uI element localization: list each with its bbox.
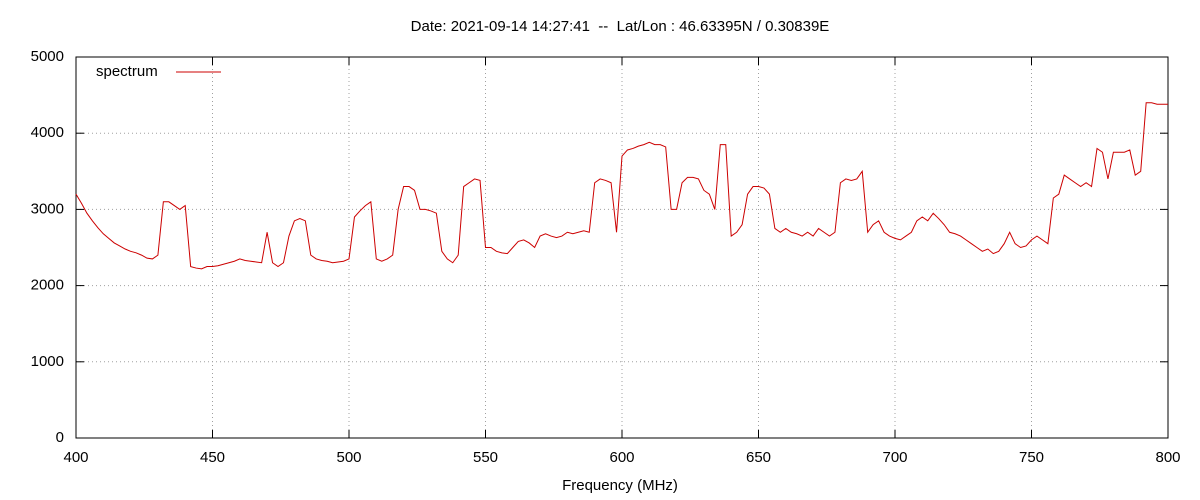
legend-label: spectrum (96, 63, 158, 80)
x-tick-label: 600 (609, 449, 634, 466)
x-tick-label: 800 (1155, 449, 1180, 466)
x-tick-label: 400 (63, 449, 88, 466)
y-tick-label: 0 (56, 429, 64, 446)
x-tick-label: 450 (200, 449, 225, 466)
y-tick-label: 5000 (31, 48, 64, 65)
plot-area: 0 1000 2000 3000 4000 5000 400 450 500 550 600 650 7… (31, 48, 1181, 466)
x-tick-label: 500 (336, 449, 361, 466)
y-tick-label: 1000 (31, 353, 64, 370)
chart-title: Date: 2021-09-14 14:27:41 -- Lat/Lon : 4… (411, 18, 830, 35)
x-tick-label: 750 (1019, 449, 1044, 466)
spectrum-line (75, 102, 1168, 270)
y-tick-label: 2000 (31, 277, 64, 294)
x-axis-label: Frequency (MHz) (562, 477, 678, 494)
y-tick-label: 3000 (31, 200, 64, 217)
x-tick-label: 550 (473, 449, 498, 466)
y-tick-label: 4000 (31, 124, 64, 141)
plot-frame (75, 56, 1169, 439)
x-tick-label: 650 (746, 449, 771, 466)
x-tick-label: 700 (882, 449, 907, 466)
